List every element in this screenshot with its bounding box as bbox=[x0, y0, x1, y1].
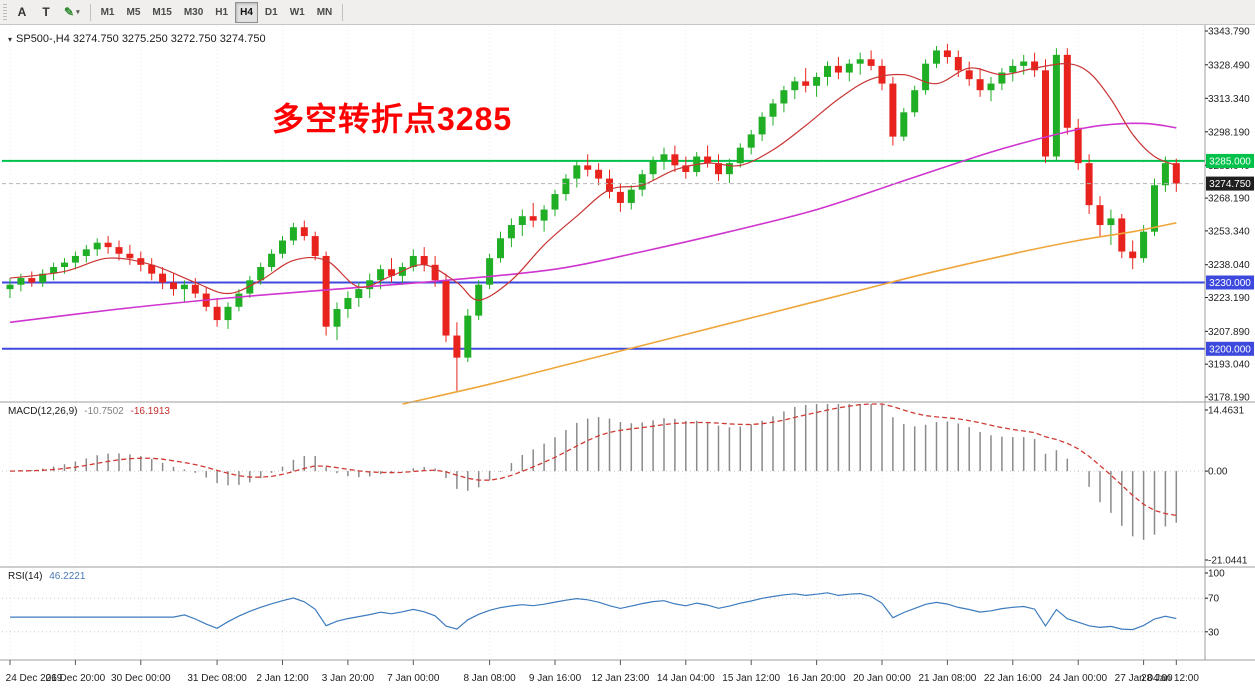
rsi-name: RSI(14) bbox=[8, 571, 43, 582]
svg-text:24 Jan 00:00: 24 Jan 00:00 bbox=[1049, 673, 1107, 684]
timeframe-m30[interactable]: M30 bbox=[179, 2, 208, 23]
svg-text:16 Jan 20:00: 16 Jan 20:00 bbox=[788, 673, 846, 684]
svg-text:30 Dec 00:00: 30 Dec 00:00 bbox=[111, 673, 171, 684]
macd-main-value: -10.7502 bbox=[84, 406, 124, 417]
toolbar-separator bbox=[89, 3, 91, 21]
svg-text:-21.0441: -21.0441 bbox=[1208, 556, 1248, 567]
dropdown-caret-icon: ▾ bbox=[76, 9, 80, 16]
svg-text:3200.000: 3200.000 bbox=[1209, 344, 1251, 355]
svg-text:8 Jan 08:00: 8 Jan 08:00 bbox=[463, 673, 516, 684]
svg-text:24 Dec 2019: 24 Dec 2019 bbox=[6, 673, 63, 684]
timeframe-d1[interactable]: D1 bbox=[260, 2, 283, 23]
draw-tool[interactable]: ✎ ▾ bbox=[59, 2, 85, 23]
svg-text:70: 70 bbox=[1208, 594, 1220, 605]
timeframe-m1[interactable]: M1 bbox=[96, 2, 120, 23]
chart-title-text: SP500-,H4 3274.750 3275.250 3272.750 327… bbox=[16, 33, 266, 45]
svg-text:27 Jan 04:00: 27 Jan 04:00 bbox=[1115, 673, 1173, 684]
macd-label: MACD(12,26,9) -10.7502 -16.1913 bbox=[8, 406, 170, 417]
chart-title: ▾ SP500-,H4 3274.750 3275.250 3272.750 3… bbox=[8, 33, 266, 45]
svg-text:14.4631: 14.4631 bbox=[1208, 406, 1245, 417]
svg-text:3193.040: 3193.040 bbox=[1208, 360, 1250, 371]
svg-text:2 Jan 12:00: 2 Jan 12:00 bbox=[256, 673, 309, 684]
macd-signal-value: -16.1913 bbox=[130, 406, 170, 417]
svg-text:12 Jan 23:00: 12 Jan 23:00 bbox=[591, 673, 649, 684]
rsi-value: 46.2221 bbox=[49, 571, 86, 582]
svg-text:100: 100 bbox=[1208, 569, 1225, 580]
svg-text:3313.340: 3313.340 bbox=[1208, 94, 1250, 105]
svg-text:31 Dec 08:00: 31 Dec 08:00 bbox=[187, 673, 247, 684]
svg-text:3268.190: 3268.190 bbox=[1208, 194, 1250, 205]
drawing-tools-group: A T ✎ ▾ bbox=[10, 0, 86, 24]
svg-text:28 Jan 12:00: 28 Jan 12:00 bbox=[1141, 673, 1199, 684]
svg-text:9 Jan 16:00: 9 Jan 16:00 bbox=[529, 673, 582, 684]
chart-dropdown-icon[interactable]: ▾ bbox=[8, 34, 13, 44]
svg-text:3 Jan 20:00: 3 Jan 20:00 bbox=[322, 673, 375, 684]
svg-text:3328.490: 3328.490 bbox=[1208, 60, 1250, 71]
annotation-text[interactable]: 多空转折点3285 bbox=[272, 101, 513, 137]
timeframe-h1[interactable]: H1 bbox=[210, 2, 233, 23]
toolbar-separator bbox=[342, 3, 344, 21]
timeframe-m15[interactable]: M15 bbox=[147, 2, 176, 23]
timeframe-m5[interactable]: M5 bbox=[121, 2, 145, 23]
svg-text:3230.000: 3230.000 bbox=[1209, 278, 1251, 289]
svg-text:30: 30 bbox=[1208, 627, 1220, 638]
svg-text:3285.000: 3285.000 bbox=[1209, 156, 1251, 167]
svg-text:3343.790: 3343.790 bbox=[1208, 27, 1250, 38]
svg-text:21 Jan 08:00: 21 Jan 08:00 bbox=[918, 673, 976, 684]
svg-text:15 Jan 12:00: 15 Jan 12:00 bbox=[722, 673, 780, 684]
toolbar-grip[interactable] bbox=[3, 4, 7, 20]
timeframe-w1[interactable]: W1 bbox=[285, 2, 310, 23]
svg-text:26 Dec 20:00: 26 Dec 20:00 bbox=[46, 673, 106, 684]
arrow-tool[interactable]: A bbox=[11, 2, 33, 23]
timeframe-group: M1 M5 M15 M30 H1 H4 D1 W1 MN bbox=[95, 0, 339, 24]
timeframe-mn[interactable]: MN bbox=[312, 2, 338, 23]
svg-text:3253.340: 3253.340 bbox=[1208, 226, 1250, 237]
timeframe-h4[interactable]: H4 bbox=[235, 1, 258, 23]
svg-text:14 Jan 04:00: 14 Jan 04:00 bbox=[657, 673, 715, 684]
svg-text:3238.040: 3238.040 bbox=[1208, 260, 1250, 271]
svg-text:3178.190: 3178.190 bbox=[1208, 393, 1250, 404]
toolbar: A T ✎ ▾ M1 M5 M15 M30 H1 H4 D1 W1 MN bbox=[0, 0, 1255, 25]
svg-text:3298.190: 3298.190 bbox=[1208, 127, 1250, 138]
svg-text:3207.890: 3207.890 bbox=[1208, 327, 1250, 338]
svg-text:7 Jan 00:00: 7 Jan 00:00 bbox=[387, 673, 440, 684]
svg-text:3274.750: 3274.750 bbox=[1209, 179, 1251, 190]
macd-name: MACD(12,26,9) bbox=[8, 406, 78, 417]
svg-text:3223.190: 3223.190 bbox=[1208, 293, 1250, 304]
rsi-label: RSI(14) 46.2221 bbox=[8, 571, 85, 582]
svg-text:0.00: 0.00 bbox=[1208, 467, 1228, 478]
text-tool[interactable]: T bbox=[35, 2, 57, 23]
svg-text:22 Jan 16:00: 22 Jan 16:00 bbox=[984, 673, 1042, 684]
svg-text:20 Jan 00:00: 20 Jan 00:00 bbox=[853, 673, 911, 684]
